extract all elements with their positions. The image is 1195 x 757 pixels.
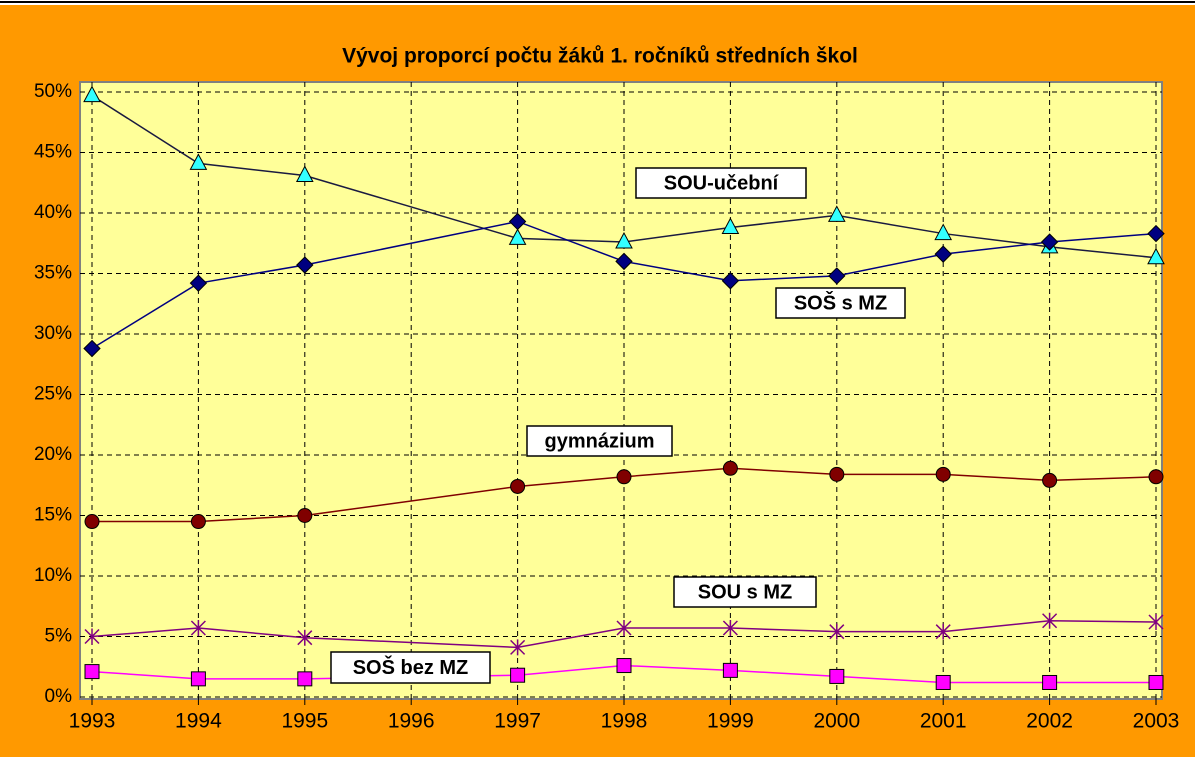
series-label-box xyxy=(673,576,817,608)
marker xyxy=(1042,472,1058,488)
marker xyxy=(297,671,313,687)
series-line xyxy=(91,620,1157,649)
series-line xyxy=(91,664,1156,684)
marker xyxy=(721,217,740,235)
series-label: gymnázium xyxy=(544,430,654,452)
marker xyxy=(829,466,845,482)
marker xyxy=(935,674,951,690)
marker xyxy=(189,153,208,170)
y-tick-label: 20% xyxy=(34,444,72,465)
marker xyxy=(829,668,845,684)
marker xyxy=(297,508,313,523)
marker xyxy=(510,478,526,494)
x-tick-label: 1998 xyxy=(601,710,648,733)
marker xyxy=(1147,247,1165,265)
marker xyxy=(934,245,952,263)
marker xyxy=(722,662,738,678)
marker xyxy=(190,671,206,687)
marker xyxy=(510,639,526,656)
x-tick-label: 1993 xyxy=(69,710,116,733)
y-tick-label: 45% xyxy=(34,142,72,163)
y-tick-label: 35% xyxy=(34,263,72,284)
y-tick-label: 10% xyxy=(34,565,72,586)
y-tick-label: 5% xyxy=(45,626,73,647)
x-tick-label: 2003 xyxy=(1133,710,1180,733)
x-tick-label: 2001 xyxy=(920,710,967,733)
marker xyxy=(616,469,632,485)
marker xyxy=(297,629,313,646)
marker xyxy=(508,228,527,245)
series-label: SOU-učební xyxy=(664,172,780,194)
marker xyxy=(1148,613,1164,630)
marker xyxy=(1147,224,1165,243)
x-tick-label: 1999 xyxy=(707,710,754,733)
marker xyxy=(296,256,314,274)
marker xyxy=(828,267,846,285)
marker xyxy=(935,466,951,482)
marker xyxy=(1148,469,1164,485)
x-tick-label: 1995 xyxy=(281,710,328,733)
marker xyxy=(1148,674,1164,690)
series-label-box xyxy=(330,651,491,684)
marker xyxy=(1042,612,1058,629)
marker xyxy=(934,223,953,241)
marker xyxy=(510,667,526,683)
marker xyxy=(84,514,100,530)
series-label-box xyxy=(635,167,807,199)
x-tick-label: 1994 xyxy=(175,710,222,733)
y-tick-label: 25% xyxy=(34,384,72,405)
series-line xyxy=(92,467,1157,523)
marker xyxy=(616,620,632,637)
y-tick-label: 50% xyxy=(34,81,72,102)
marker xyxy=(615,252,633,271)
marker xyxy=(84,628,100,645)
series-line xyxy=(91,220,1157,350)
series-label: SOŠ s MZ xyxy=(794,290,887,314)
marker xyxy=(1042,674,1058,690)
y-tick-label: 0% xyxy=(45,686,73,707)
marker xyxy=(508,212,527,231)
marker xyxy=(1040,233,1059,251)
marker xyxy=(721,272,740,290)
marker xyxy=(84,664,100,680)
marker xyxy=(83,85,101,103)
y-tick-label: 30% xyxy=(34,323,72,344)
x-tick-label: 1996 xyxy=(388,710,435,733)
series-label: SOU s MZ xyxy=(698,581,792,603)
series-label: SOŠ bez MZ xyxy=(353,655,469,679)
marker xyxy=(827,205,846,222)
marker xyxy=(190,514,206,530)
marker xyxy=(83,339,101,358)
y-tick-label: 40% xyxy=(34,202,72,223)
x-tick-label: 1997 xyxy=(494,710,541,733)
marker xyxy=(722,460,738,476)
series-label-box xyxy=(526,425,673,457)
y-tick-label: 15% xyxy=(34,505,72,526)
series-label-box xyxy=(775,287,906,319)
marker xyxy=(189,274,208,292)
x-tick-label: 2002 xyxy=(1026,710,1073,733)
marker xyxy=(935,623,951,640)
marker xyxy=(829,623,845,640)
series-line xyxy=(91,94,1157,259)
marker xyxy=(295,165,314,182)
marker xyxy=(615,231,633,249)
chart-title: Vývoj proporcí počtu žáků 1. ročníků stř… xyxy=(342,45,858,68)
plot-area xyxy=(79,81,1163,700)
x-tick-label: 2000 xyxy=(813,710,860,733)
marker xyxy=(616,658,632,674)
marker xyxy=(722,620,738,637)
marker xyxy=(190,620,206,637)
